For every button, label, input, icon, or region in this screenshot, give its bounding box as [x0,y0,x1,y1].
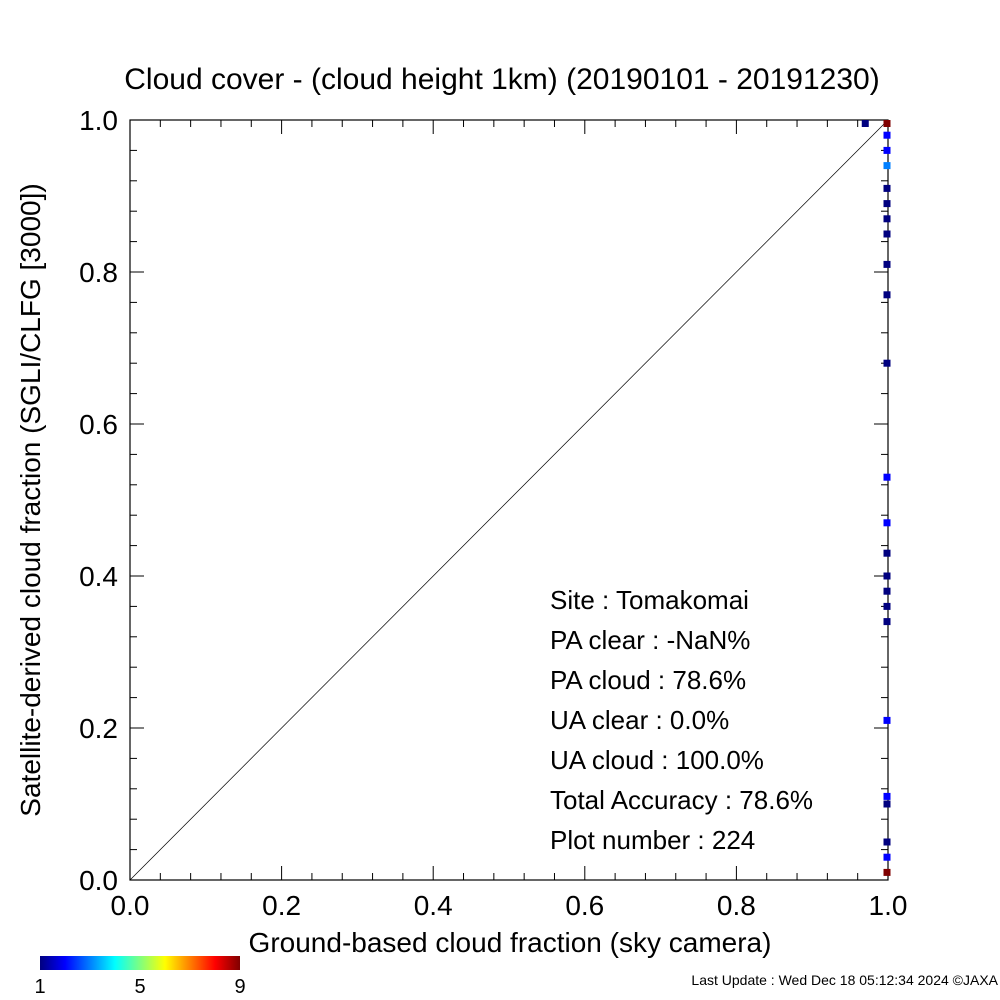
data-point [883,291,891,299]
x-tick-label: 0.0 [111,890,150,921]
data-point [883,853,891,861]
data-point [883,716,891,724]
stat-pa-clear: PA clear : -NaN% [550,625,750,655]
data-point [883,146,891,154]
data-point [883,618,891,626]
data-points [861,120,891,876]
stat-pa-cloud: PA cloud : 78.6% [550,665,746,695]
data-point [883,587,891,595]
axis-tick-labels: 0.0 0.2 0.4 0.6 0.8 1.0 0.0 0.2 0.4 0.6 0.8 1.0 [79,105,907,921]
x-tick-label: 0.2 [262,890,301,921]
reference-line [129,119,889,881]
last-update-footer: Last Update : Wed Dec 18 05:12:34 2024 ©… [691,972,998,988]
data-point [883,162,891,170]
data-point [883,519,891,527]
y-tick-label: 0.6 [79,409,118,440]
data-point [883,838,891,846]
color-bar-tick-label: 1 [34,976,45,998]
y-tick-label: 0.2 [79,713,118,744]
stat-ua-cloud: UA cloud : 100.0% [550,745,764,775]
color-bar-ticks: 1 5 9 [34,976,245,998]
data-point [861,120,869,127]
stat-total-accuracy: Total Accuracy : 78.6% [550,785,813,815]
y-axis-label: Satellite-derived cloud fraction (SGLI/C… [15,183,46,816]
data-point [883,200,891,208]
color-bar-tick-label: 5 [134,976,145,998]
color-bar [40,956,240,970]
chart-title: Cloud cover - (cloud height 1km) (201901… [124,63,879,96]
data-point [883,792,891,800]
stat-site: Site : Tomakomai [550,585,749,615]
data-point [883,868,891,876]
y-tick-label: 1.0 [79,105,118,136]
x-axis-label: Ground-based cloud fraction (sky camera) [249,927,772,958]
data-point [883,120,891,127]
x-tick-label: 0.8 [717,890,756,921]
statistics-block: Site : Tomakomai PA clear : -NaN% PA clo… [550,585,813,855]
data-point [883,572,891,580]
color-bar-tick-label: 9 [234,976,245,998]
data-point [883,359,891,367]
x-tick-label: 1.0 [869,890,908,921]
data-point [883,260,891,268]
data-point [883,473,891,481]
x-tick-label: 0.4 [414,890,453,921]
data-point [883,549,891,557]
data-point [883,230,891,238]
x-tick-label: 0.6 [565,890,604,921]
y-tick-label: 0.0 [79,865,118,896]
plot-frame [129,119,889,881]
stat-plot-number: Plot number : 224 [550,825,755,855]
axis-ticks [129,119,889,881]
data-point [883,800,891,808]
data-point [883,131,891,139]
y-tick-label: 0.8 [79,257,118,288]
stat-ua-clear: UA clear : 0.0% [550,705,729,735]
data-point [883,602,891,610]
y-tick-label: 0.4 [79,561,118,592]
data-point [883,184,891,192]
data-point [883,215,891,223]
